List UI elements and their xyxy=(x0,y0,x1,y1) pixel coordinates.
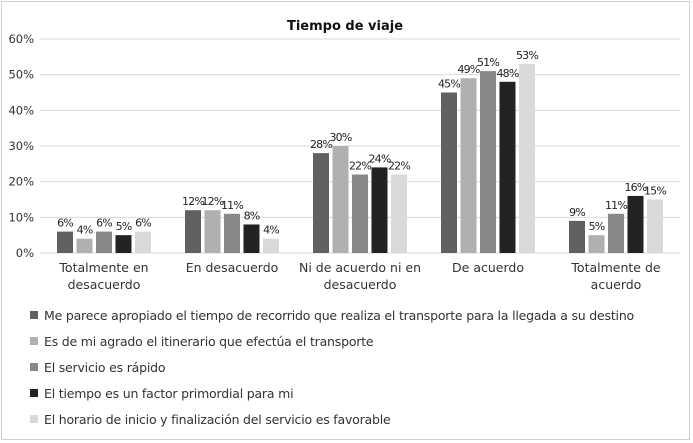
legend-label: Es de mi agrado el itinerario que efectú… xyxy=(44,333,374,349)
y-tick-label: 30% xyxy=(8,139,34,153)
data-label: 30% xyxy=(329,131,351,144)
legend-label: El horario de inicio y finalización del … xyxy=(44,411,391,427)
bar xyxy=(499,81,516,253)
bar xyxy=(204,210,221,253)
x-tick-label: desacuerdo xyxy=(324,277,397,292)
chart-title: Tiempo de viaje xyxy=(287,19,403,34)
x-tick-label: Ni de acuerdo ni en xyxy=(299,260,421,275)
data-label: 12% xyxy=(201,195,223,208)
y-tick-label: 40% xyxy=(8,103,34,117)
x-tick-label: Totalmente en xyxy=(58,260,148,275)
data-label: 24% xyxy=(368,152,390,165)
x-tick-label: En desacuerdo xyxy=(186,260,279,275)
bar xyxy=(115,235,132,253)
bar xyxy=(243,224,260,253)
bar xyxy=(460,78,477,253)
bar xyxy=(480,71,496,253)
bar xyxy=(263,238,279,253)
y-tick-label: 50% xyxy=(8,68,34,82)
bar xyxy=(76,238,93,253)
data-label: 12% xyxy=(182,195,204,208)
bar xyxy=(519,63,535,253)
bar xyxy=(135,231,151,253)
bar xyxy=(627,195,644,253)
y-tick-label: 60% xyxy=(8,32,34,46)
data-label: 22% xyxy=(349,160,371,173)
data-label: 15% xyxy=(644,185,666,198)
legend-swatch xyxy=(30,363,38,371)
bar xyxy=(588,235,605,253)
y-tick-label: 10% xyxy=(8,210,34,224)
legend-swatch xyxy=(30,311,38,319)
data-label: 4% xyxy=(263,224,279,237)
data-label: 5% xyxy=(589,220,605,233)
bar xyxy=(224,213,240,253)
bar xyxy=(391,174,407,253)
x-tick-label: acuerdo xyxy=(591,277,642,292)
data-label: 11% xyxy=(605,199,627,212)
legend-item: El horario de inicio y finalización del … xyxy=(30,406,634,432)
x-tick-label: Totalmente de xyxy=(570,260,660,275)
legend-label: El servicio es rápido xyxy=(44,359,166,375)
data-label: 6% xyxy=(57,217,73,230)
data-label: 6% xyxy=(135,217,151,230)
data-label: 48% xyxy=(496,67,518,80)
bar xyxy=(96,231,112,253)
legend-label: El tiempo es un factor primordial para m… xyxy=(44,385,294,401)
data-label: 45% xyxy=(438,78,460,91)
y-tick-label: 0% xyxy=(16,246,34,260)
data-label: 49% xyxy=(457,63,479,76)
legend-swatch xyxy=(30,415,38,423)
bar xyxy=(441,92,457,253)
legend-item: El tiempo es un factor primordial para m… xyxy=(30,380,634,406)
data-label: 28% xyxy=(310,138,332,151)
legend-item: El servicio es rápido xyxy=(30,354,634,380)
bar xyxy=(332,146,349,253)
data-label: 6% xyxy=(96,217,112,230)
bar xyxy=(352,174,368,253)
data-label: 11% xyxy=(221,199,243,212)
bar-chart: Tiempo de viaje 0%10%20%30%40%50%60%6%4%… xyxy=(8,19,680,292)
data-label: 16% xyxy=(624,181,646,194)
bar xyxy=(569,220,585,253)
legend-swatch xyxy=(30,337,38,345)
legend: Me parece apropiado el tiempo de recorri… xyxy=(30,302,634,432)
data-label: 4% xyxy=(77,224,93,237)
legend-item: Me parece apropiado el tiempo de recorri… xyxy=(30,302,634,328)
data-label: 51% xyxy=(477,56,499,69)
bar xyxy=(608,213,624,253)
legend-swatch xyxy=(30,389,38,397)
bar xyxy=(57,231,73,253)
x-tick-label: desacuerdo xyxy=(68,277,141,292)
bar xyxy=(371,167,388,253)
y-tick-label: 20% xyxy=(8,175,34,189)
data-label: 8% xyxy=(244,209,260,222)
x-tick-label: De acuerdo xyxy=(452,260,524,275)
data-label: 53% xyxy=(516,49,538,62)
bar xyxy=(185,210,201,253)
data-label: 9% xyxy=(569,206,585,219)
bar xyxy=(313,153,329,253)
data-label: 22% xyxy=(388,160,410,173)
legend-item: Es de mi agrado el itinerario que efectú… xyxy=(30,328,634,354)
legend-label: Me parece apropiado el tiempo de recorri… xyxy=(44,307,634,323)
data-label: 5% xyxy=(116,220,132,233)
bar xyxy=(647,199,663,253)
